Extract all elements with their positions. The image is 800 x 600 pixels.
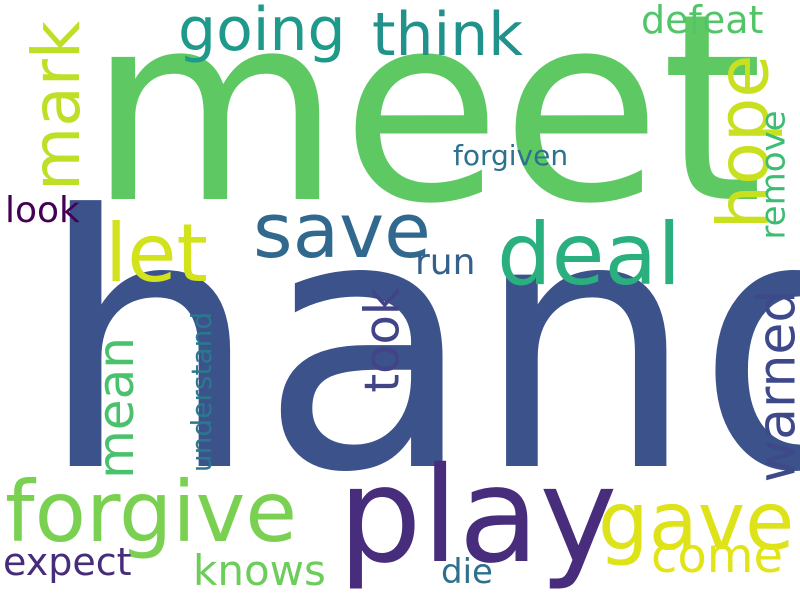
word-knows: knows — [193, 546, 326, 595]
word-going: going — [178, 0, 346, 65]
word-warned: warned — [747, 289, 800, 483]
word-expect: expect — [3, 540, 132, 584]
word-let: let — [105, 207, 208, 300]
word-defeat: defeat — [641, 0, 764, 42]
word-run: run — [415, 242, 476, 283]
word-mean: mean — [86, 337, 145, 479]
word-think: think — [372, 0, 523, 70]
word-forgiven: forgiven — [453, 139, 569, 172]
word-gave: gave — [598, 475, 795, 568]
word-die: die — [441, 552, 493, 592]
word-save: save — [253, 186, 431, 275]
word-mark: mark — [18, 20, 96, 192]
word-come: come — [651, 528, 784, 584]
word-remove: remove — [753, 110, 794, 240]
word-forgive: forgive — [5, 463, 298, 561]
word-took: took — [354, 287, 411, 393]
word-play: play — [338, 439, 618, 593]
word-hand: hand — [38, 141, 800, 549]
word-deal: deal — [497, 205, 682, 305]
word-look: look — [5, 190, 80, 231]
word-meet: meet — [88, 0, 764, 261]
word-understand: understand — [185, 311, 219, 473]
